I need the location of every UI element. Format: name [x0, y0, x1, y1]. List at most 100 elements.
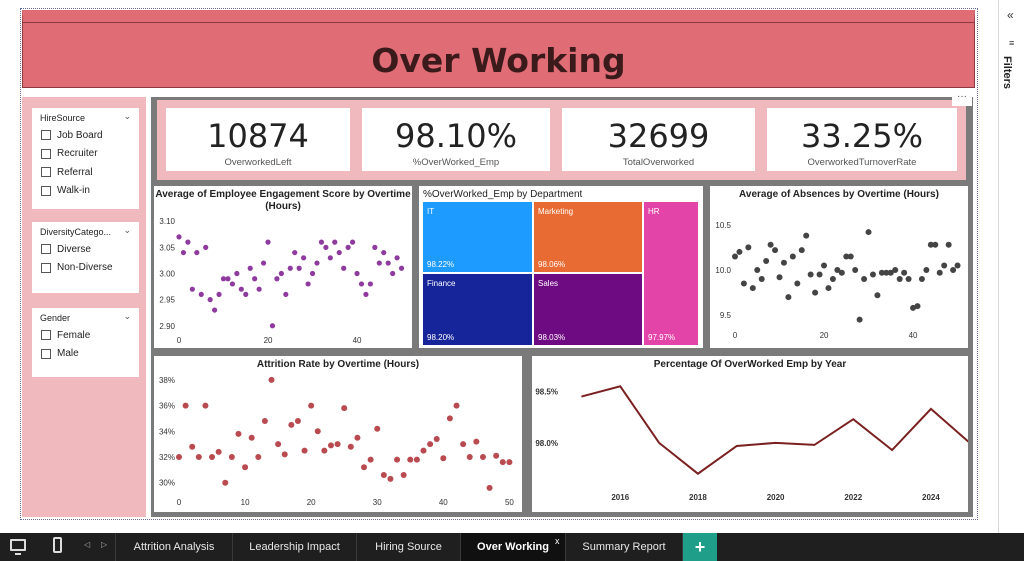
option-label: Male	[57, 348, 79, 360]
option-label: Diverse	[57, 243, 91, 255]
checkbox-icon[interactable]	[41, 130, 51, 141]
kpi-card-overworked-emp: 98.10% %OverWorked_Emp	[362, 108, 550, 171]
checkbox-icon[interactable]	[41, 185, 51, 196]
overworked-by-year-line-chart[interactable]: Percentage Of OverWorked Emp by Year 98.…	[532, 356, 968, 512]
data-point	[798, 247, 805, 254]
data-point	[261, 418, 268, 424]
filter-icon: ≡	[1009, 38, 1015, 48]
data-point	[234, 270, 240, 277]
x-tick-label: 30	[373, 498, 382, 507]
kpi-value: 98.10%	[394, 117, 517, 155]
tab-over-working[interactable]: Over Working	[461, 533, 566, 561]
treemap-tile-sales[interactable]: Sales 98.03%	[534, 274, 642, 345]
slicer-option-job-board[interactable]: Job Board	[32, 126, 139, 145]
kpi-card-overworked-left: 10874 OverworkedLeft	[166, 108, 350, 171]
checkbox-icon[interactable]	[41, 330, 51, 341]
slicer-option-female[interactable]: Female	[32, 326, 139, 345]
add-page-button[interactable]: +	[683, 533, 717, 561]
slicer-option-recruiter[interactable]: Recruiter	[32, 145, 139, 164]
collapse-icon[interactable]: «	[1007, 8, 1014, 22]
department-treemap[interactable]: %OverWorked_Emp by Department IT 98.22% Ma…	[419, 186, 703, 348]
absences-scatter-chart[interactable]: Average of Absences by Overtime (Hours) …	[710, 186, 968, 348]
tab-leadership-impact[interactable]: Leadership Impact	[233, 533, 357, 561]
mobile-view-icon[interactable]	[53, 537, 62, 553]
checkbox-icon[interactable]	[41, 244, 51, 255]
data-point	[440, 455, 447, 462]
x-tick-label: 20	[264, 336, 273, 345]
data-point	[914, 303, 921, 310]
year-plot: 98.5% 98.0% 2016 2018 2020 2022 2024	[535, 385, 968, 502]
slicer-option-non-diverse[interactable]: Non-Diverse	[32, 259, 139, 278]
prev-page-icon[interactable]: ◁	[84, 540, 91, 549]
x-tick-label: 40	[439, 498, 448, 507]
data-point	[294, 418, 301, 424]
data-point	[838, 269, 845, 276]
title-banner: Over Working	[22, 10, 975, 88]
slicer-title: Gender	[40, 313, 71, 323]
engagement-scatter-chart[interactable]: Average of Employee Engagement Score by …	[154, 186, 412, 348]
data-point	[323, 244, 329, 250]
treemap-tile-marketing[interactable]: Marketing 98.06%	[534, 202, 642, 272]
desktop-view-icon[interactable]	[10, 539, 26, 555]
x-tick-label: 40	[353, 336, 362, 345]
treemap-tile-it[interactable]: IT 98.22%	[423, 202, 532, 272]
checkbox-icon[interactable]	[41, 167, 51, 178]
chart-title: %OverWorked_Emp by Department	[423, 189, 583, 200]
treemap-tile-finance[interactable]: Finance 98.20%	[423, 274, 532, 345]
next-page-icon[interactable]: ▷	[101, 540, 108, 549]
tab-attrition-analysis[interactable]: Attrition Analysis	[115, 533, 233, 561]
data-point	[400, 472, 407, 478]
data-point	[821, 262, 828, 269]
chevron-down-icon[interactable]: ⌄	[123, 311, 131, 321]
attrition-scatter-chart[interactable]: Attrition Rate by Overtime (Hours) 38% 36…	[154, 356, 522, 512]
option-label: Referral	[57, 166, 93, 178]
slicer-option-diverse[interactable]: Diverse	[32, 240, 139, 259]
more-options-icon[interactable]: ···	[952, 92, 972, 106]
tab-summary-report[interactable]: Summary Report	[566, 533, 683, 561]
close-icon[interactable]: x	[555, 536, 560, 546]
data-point	[212, 307, 218, 313]
chevron-down-icon[interactable]: ⌄	[123, 111, 131, 121]
data-point	[883, 269, 890, 276]
data-point	[780, 259, 787, 266]
data-point	[376, 260, 382, 266]
slicer-option-walk-in[interactable]: Walk-in	[32, 182, 139, 201]
data-point	[189, 286, 195, 292]
data-point	[248, 434, 255, 441]
data-point	[506, 459, 513, 466]
treemap-tile-hr[interactable]: HR 97.97%	[644, 202, 698, 345]
data-point	[878, 269, 885, 276]
data-point	[776, 274, 783, 281]
tab-hiring-source[interactable]: Hiring Source	[357, 533, 461, 561]
data-point	[327, 255, 333, 261]
attrition-plot: 38% 36% 34% 32% 30% 0 10 20 30 40 50	[159, 376, 514, 507]
data-point	[745, 244, 752, 251]
chevron-down-icon[interactable]: ⌄	[123, 225, 131, 235]
data-point	[255, 454, 262, 460]
data-point	[453, 402, 460, 409]
data-point	[209, 454, 216, 460]
series-line	[581, 385, 968, 475]
data-point	[825, 285, 832, 292]
filters-label[interactable]: Filters	[1001, 56, 1013, 90]
checkbox-icon[interactable]	[41, 148, 51, 159]
y-tick-label: 3.00	[159, 270, 175, 279]
y-tick-label: 10.5	[715, 221, 731, 230]
filters-pane[interactable]: « ≡ Filters	[998, 0, 1024, 533]
checkbox-icon[interactable]	[41, 348, 51, 359]
data-point	[321, 447, 328, 454]
y-tick-label: 9.5	[720, 311, 732, 320]
data-point	[243, 291, 249, 298]
data-point	[740, 280, 747, 287]
y-tick-label: 98.0%	[535, 439, 558, 448]
slicer-option-referral[interactable]: Referral	[32, 163, 139, 182]
checkbox-icon[interactable]	[41, 262, 51, 273]
data-point	[308, 402, 315, 409]
absences-plot: 10.5 10.0 9.5 0 20 40	[715, 221, 961, 340]
slicer-option-male[interactable]: Male	[32, 345, 139, 364]
tile-label: IT	[427, 207, 435, 216]
data-point	[763, 257, 770, 264]
engagement-plot: 3.10 3.05 3.00 2.95 2.900 20 40	[159, 217, 405, 345]
data-point	[176, 454, 182, 460]
x-tick-label: 2018	[689, 493, 707, 502]
